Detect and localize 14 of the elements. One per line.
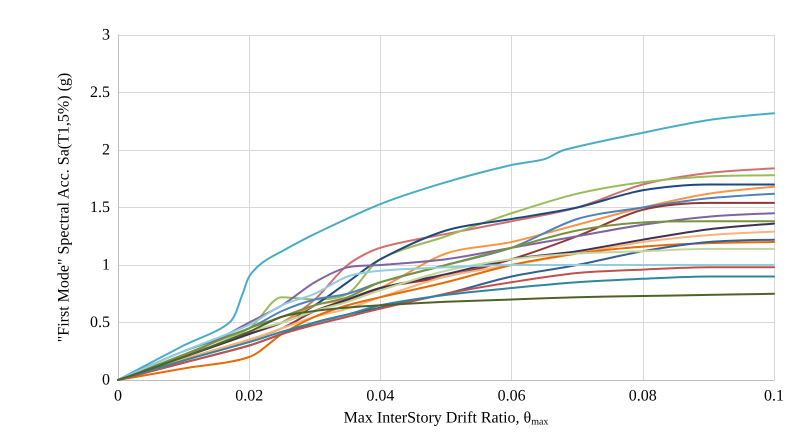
y-tick-label: 0.5 [90, 314, 110, 331]
y-tick-label: 1.5 [90, 199, 110, 216]
x-tick-label: 0.04 [366, 388, 394, 404]
x-tick-label: 0.08 [628, 388, 657, 404]
y-axis-title: "First Mode" Spectral Acc. Sa(T1,5%) (g) [56, 72, 72, 342]
y-tick-label: 2.5 [90, 84, 110, 101]
x-tick-label: 0.02 [235, 388, 264, 404]
y-tick-label: 2 [102, 142, 110, 158]
y-tick-label: 3 [102, 26, 110, 44]
y-tick-label: 1 [102, 256, 110, 274]
x-tick-label: 0.1 [764, 388, 784, 404]
x-tick-label: 0.06 [498, 388, 526, 404]
y-tick-label: 0 [102, 372, 110, 388]
x-tick-label: 0 [114, 388, 122, 404]
